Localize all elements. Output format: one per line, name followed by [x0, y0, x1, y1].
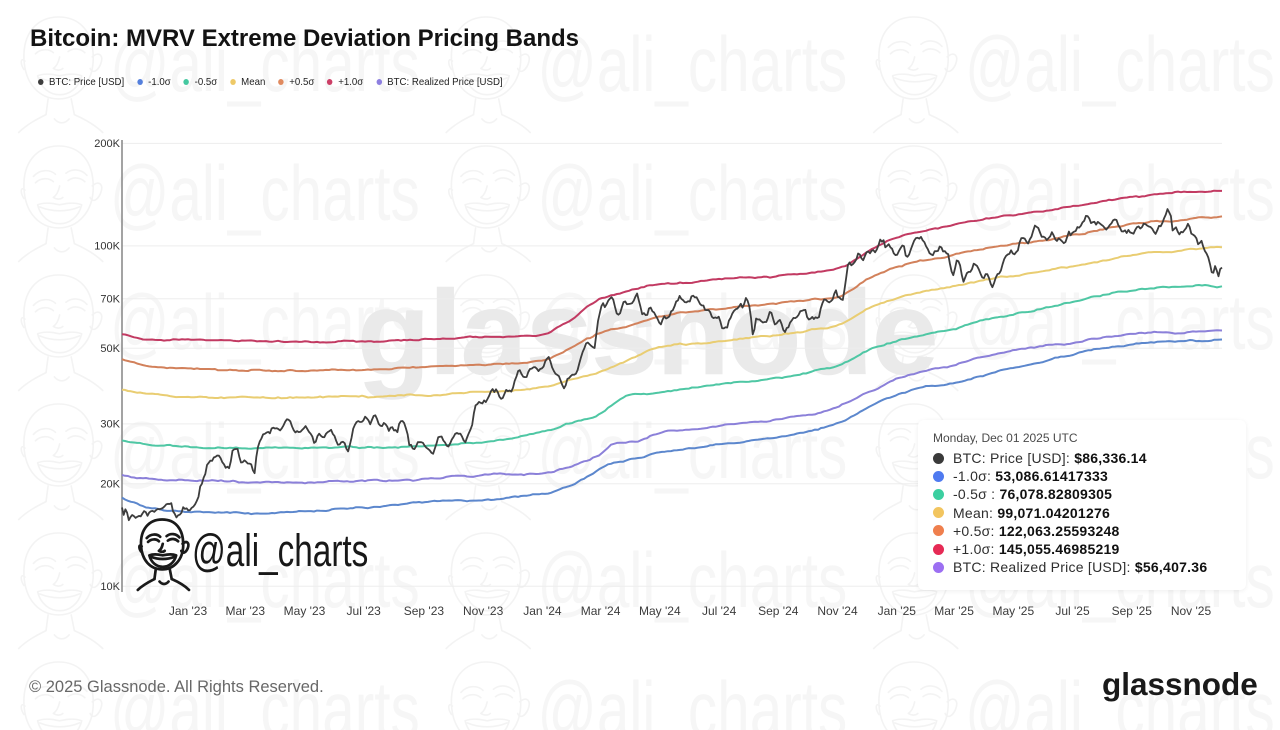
svg-text:20K: 20K: [100, 479, 120, 491]
svg-text:10K: 10K: [100, 581, 120, 593]
svg-text:@ali_charts: @ali_charts: [965, 21, 1275, 108]
svg-text:70K: 70K: [100, 294, 120, 306]
svg-text:Jul '24: Jul '24: [702, 604, 737, 618]
svg-text:Sep '24: Sep '24: [758, 604, 799, 618]
svg-text:@ali_charts: @ali_charts: [538, 666, 848, 730]
svg-text:Jul '23: Jul '23: [347, 604, 382, 618]
svg-text:50K: 50K: [100, 343, 120, 355]
svg-text:May '23: May '23: [284, 604, 326, 618]
svg-text:@ali_charts: @ali_charts: [538, 537, 848, 624]
svg-text:Mar '25: Mar '25: [934, 604, 974, 618]
svg-text:@ali_charts: @ali_charts: [538, 408, 848, 495]
svg-text:@ali_charts: @ali_charts: [110, 150, 420, 237]
svg-text:@ali_charts: @ali_charts: [110, 666, 420, 730]
svg-text:Mar '24: Mar '24: [581, 604, 621, 618]
svg-text:@ali_charts: @ali_charts: [965, 279, 1275, 366]
svg-text:Jul '25: Jul '25: [1055, 604, 1090, 618]
svg-text:Jan '25: Jan '25: [878, 604, 917, 618]
svg-text:Nov '25: Nov '25: [1171, 604, 1212, 618]
svg-text:May '25: May '25: [992, 604, 1034, 618]
svg-text:@ali_charts: @ali_charts: [965, 666, 1275, 730]
svg-text:Nov '24: Nov '24: [817, 604, 858, 618]
svg-text:200K: 200K: [94, 138, 120, 150]
svg-text:Sep '23: Sep '23: [404, 604, 445, 618]
svg-text:Jan '23: Jan '23: [169, 604, 208, 618]
svg-text:100K: 100K: [94, 241, 120, 253]
svg-text:@ali_charts: @ali_charts: [110, 279, 420, 366]
svg-text:Nov '23: Nov '23: [463, 604, 504, 618]
svg-text:@ali_charts: @ali_charts: [538, 150, 848, 237]
svg-text:@ali_charts: @ali_charts: [538, 21, 848, 108]
svg-text:Jan '24: Jan '24: [523, 604, 562, 618]
svg-text:@ali_charts: @ali_charts: [110, 21, 420, 108]
svg-text:30K: 30K: [100, 419, 120, 431]
svg-text:May '24: May '24: [639, 604, 681, 618]
svg-text:Sep '25: Sep '25: [1112, 604, 1153, 618]
svg-text:@ali_charts: @ali_charts: [538, 279, 848, 366]
svg-text:Mar '23: Mar '23: [225, 604, 265, 618]
svg-text:@ali_charts: @ali_charts: [965, 150, 1275, 237]
